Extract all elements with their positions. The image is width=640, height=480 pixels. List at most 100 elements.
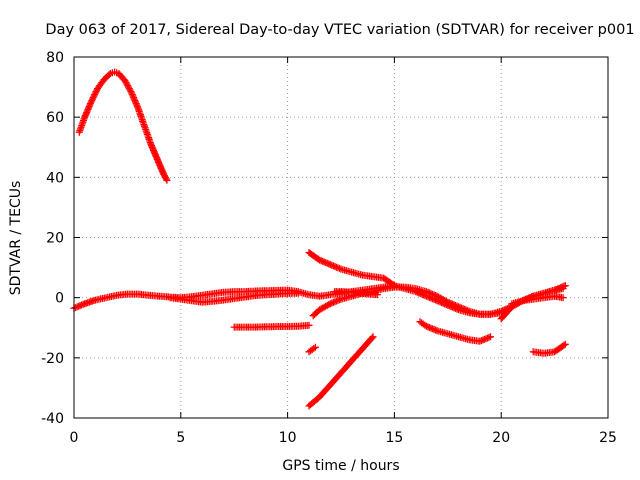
data-point xyxy=(426,289,433,297)
data-point xyxy=(559,294,567,302)
data-point xyxy=(448,300,456,308)
data-point xyxy=(459,305,467,313)
data-point xyxy=(484,334,491,342)
data-point xyxy=(432,326,440,334)
chart-title: Day 063 of 2017, Sidereal Day-to-day VTE… xyxy=(45,22,634,38)
data-point xyxy=(89,95,96,103)
data-point xyxy=(560,341,568,349)
y-ticks: -40 -20 0 20 40 60 80 xyxy=(41,50,608,427)
data-point xyxy=(151,149,159,157)
x-tick-label: 25 xyxy=(599,430,617,446)
data-point xyxy=(322,259,330,267)
data-point xyxy=(476,337,484,345)
series-arc-10 xyxy=(416,318,494,345)
data-point xyxy=(124,82,132,90)
data-point xyxy=(72,304,79,312)
y-tick-label: -20 xyxy=(41,351,64,367)
data-point xyxy=(125,85,133,93)
data-point xyxy=(429,290,436,298)
data-point xyxy=(81,112,89,120)
data-point xyxy=(130,95,138,103)
data-point xyxy=(149,145,157,153)
data-point xyxy=(133,103,141,111)
y-tick-label: 60 xyxy=(46,110,64,126)
data-point xyxy=(85,104,92,112)
data-point xyxy=(310,344,318,352)
series-arc-4 xyxy=(230,321,313,331)
data-point xyxy=(317,257,325,265)
data-point xyxy=(125,83,132,91)
data-point xyxy=(305,321,313,329)
data-point xyxy=(328,261,336,269)
data-point xyxy=(422,322,430,330)
data-point xyxy=(157,164,165,172)
data-point xyxy=(325,301,333,308)
data-point xyxy=(311,343,319,351)
x-tick-label: 10 xyxy=(279,430,297,446)
data-point xyxy=(154,157,162,165)
series-arc-5 xyxy=(305,249,505,318)
data-point xyxy=(561,282,569,290)
data-point xyxy=(519,297,527,305)
series-arc-1 xyxy=(75,68,171,184)
data-point xyxy=(557,284,565,292)
y-tick-label: 0 xyxy=(55,291,64,307)
data-point xyxy=(487,333,494,341)
x-tick-label: 20 xyxy=(492,430,510,446)
x-tick-label: 0 xyxy=(70,430,79,446)
data-point xyxy=(432,292,440,299)
series-arc-3 xyxy=(166,289,302,306)
y-tick-label: 40 xyxy=(46,170,64,186)
data-point xyxy=(294,289,302,297)
data-point xyxy=(480,335,488,343)
data-point xyxy=(456,303,464,311)
y-axis-label: SDTVAR / TECUs xyxy=(8,181,24,296)
data-point xyxy=(88,97,96,105)
data-point xyxy=(158,167,166,175)
data-point xyxy=(83,107,91,115)
data-point xyxy=(445,299,453,307)
data-point xyxy=(453,302,461,310)
data-point xyxy=(561,340,569,348)
data-point xyxy=(160,170,168,178)
data-point xyxy=(86,100,94,108)
series-arc-12 xyxy=(497,282,569,323)
data-point xyxy=(522,295,530,303)
data-point xyxy=(92,88,100,96)
data-point xyxy=(127,88,135,96)
data-point xyxy=(426,324,433,331)
data-point xyxy=(152,152,160,160)
data-point xyxy=(87,98,95,106)
data-point xyxy=(429,325,436,333)
data-point xyxy=(373,291,381,299)
data-point xyxy=(554,285,562,293)
x-ticks: 0 5 10 15 20 25 xyxy=(70,57,617,446)
series-arc-8 xyxy=(305,343,319,356)
data-point xyxy=(89,94,97,102)
series-arc-9 xyxy=(331,288,381,299)
data-point xyxy=(91,91,99,99)
data-point xyxy=(75,302,83,310)
x-axis-label: GPS time / hours xyxy=(282,458,399,474)
x-tick-label: 15 xyxy=(385,430,403,446)
data-point xyxy=(132,98,139,106)
data-point xyxy=(123,80,131,88)
data-point xyxy=(78,301,86,309)
data-point xyxy=(121,77,129,85)
series-arc-13 xyxy=(529,340,569,357)
data-point xyxy=(334,297,342,304)
data-point xyxy=(329,298,337,306)
y-tick-label: 20 xyxy=(46,231,64,247)
data-point xyxy=(148,142,155,150)
data-point xyxy=(517,298,525,305)
data-points xyxy=(70,68,569,410)
y-tick-label: 80 xyxy=(46,50,64,66)
data-point xyxy=(336,264,343,272)
data-point xyxy=(161,172,168,180)
data-point xyxy=(90,92,98,100)
data-point xyxy=(128,91,136,99)
data-point xyxy=(560,282,568,290)
series-arc-7 xyxy=(305,333,377,410)
grid xyxy=(74,57,608,418)
